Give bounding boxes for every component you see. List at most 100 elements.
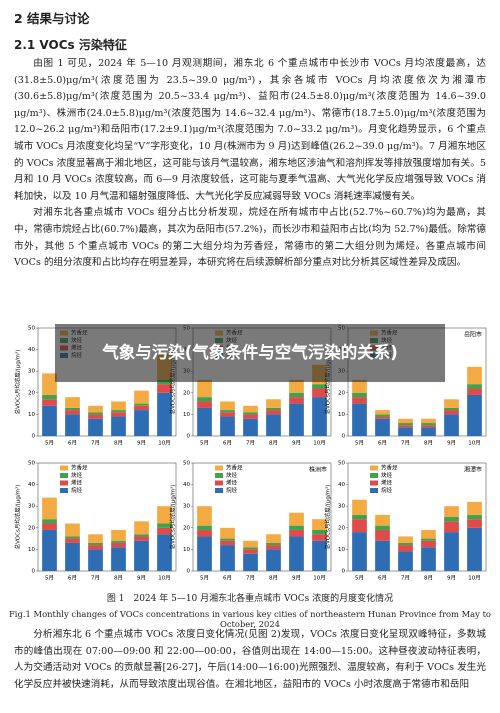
- section-heading: 2 结果与讨论: [14, 11, 90, 26]
- y-tick-label: 0: [187, 434, 191, 440]
- bar-segment: [134, 540, 149, 571]
- x-tick-label: 7月: [91, 575, 100, 582]
- y-axis-label: 总VOCs月均浓度/(μg/m³): [324, 485, 332, 550]
- legend-swatch: [215, 465, 223, 471]
- bar-segment: [266, 410, 281, 415]
- bar-segment: [65, 414, 80, 436]
- bar-segment: [352, 519, 367, 533]
- bar-segment: [352, 397, 367, 404]
- bar-segment: [88, 549, 103, 571]
- bar-segment: [243, 414, 258, 419]
- x-tick-label: 10月: [313, 440, 326, 447]
- legend-label: 烯烃: [381, 479, 393, 487]
- bar-segment: [444, 532, 459, 571]
- bar-segment: [266, 542, 281, 546]
- bar-segment: [375, 525, 390, 530]
- bar-segment: [352, 499, 367, 515]
- bar-segment: [266, 534, 281, 543]
- bar-segment: [220, 538, 235, 541]
- y-tick-label: 30: [338, 504, 345, 510]
- bar-segment: [220, 410, 235, 413]
- bar-segment: [312, 388, 327, 398]
- x-tick-label: 6月: [68, 440, 77, 447]
- y-axis-label: 总VOCs月均浓度/(μg/m³): [169, 485, 177, 550]
- y-axis-label: 总VOCs月均浓度/(μg/m³): [14, 350, 22, 415]
- bar-segment: [444, 399, 459, 408]
- bar-segment: [88, 542, 103, 546]
- y-tick-label: 20: [338, 525, 345, 531]
- y-tick-label: 40: [183, 482, 190, 488]
- bar-segment: [157, 392, 172, 436]
- x-tick-label: 7月: [246, 575, 255, 582]
- bar-segment: [421, 538, 436, 541]
- x-tick-label: 9月: [447, 440, 456, 447]
- bar-segment: [88, 545, 103, 550]
- legend-swatch: [60, 465, 68, 471]
- legend-label: 炔烃: [226, 471, 238, 479]
- y-tick-label: 10: [183, 412, 190, 418]
- x-tick-label: 5月: [45, 440, 54, 447]
- bar-segment: [111, 410, 126, 413]
- bar-segment: [312, 540, 327, 571]
- bar-segment: [243, 412, 258, 415]
- x-tick-label: 7月: [91, 440, 100, 447]
- bar-segment: [220, 401, 235, 411]
- text-block: 由图 1 可见，2024 年 5—10 月观测期间，湘东北 6 个重点城市中长沙…: [14, 56, 486, 316]
- bar-segment: [243, 549, 258, 554]
- bar-segment: [421, 547, 436, 571]
- y-tick-label: 0: [32, 434, 36, 440]
- y-tick-label: 10: [183, 547, 190, 553]
- y-tick-label: 0: [187, 569, 191, 575]
- bar-segment: [467, 384, 482, 389]
- bar-segment: [266, 399, 281, 408]
- x-tick-label: 10月: [468, 440, 481, 447]
- x-tick-label: 10月: [158, 440, 171, 447]
- legend-label: 炔烃: [71, 471, 83, 479]
- legend-label: 炔烃: [381, 471, 393, 479]
- legend-swatch: [215, 488, 223, 493]
- bar-segment: [42, 394, 57, 400]
- bar-segment: [352, 532, 367, 571]
- bar-segment: [42, 399, 57, 406]
- x-tick-label: 8月: [114, 575, 123, 582]
- x-tick-label: 7月: [246, 440, 255, 447]
- legend-label: 烯烃: [226, 479, 238, 487]
- bar-segment: [197, 525, 212, 530]
- bar-segment: [467, 514, 482, 520]
- bar-segment: [266, 407, 281, 411]
- bar-segment: [398, 423, 413, 426]
- bar-segment: [220, 412, 235, 417]
- bar-segment: [398, 425, 413, 428]
- legend-swatch: [370, 480, 378, 486]
- bar-segment: [312, 534, 327, 541]
- bar-segment: [65, 410, 80, 415]
- y-tick-label: 40: [338, 482, 345, 488]
- legend-label: 烷烃: [381, 486, 393, 494]
- bar-segment: [134, 534, 149, 537]
- legend-label: 烷烃: [226, 486, 238, 494]
- x-tick-label: 9月: [292, 575, 301, 582]
- bar-segment: [289, 529, 304, 537]
- paragraph: 分析湘东北 6 个重点城市 VOCs 浓度日变化情况(见图 2)发现，VOCs …: [14, 629, 486, 690]
- legend-label: 芳香烃: [71, 464, 88, 472]
- bar-segment: [444, 521, 459, 533]
- bar-segment: [88, 414, 103, 419]
- bar-segment: [352, 392, 367, 398]
- y-tick-label: 20: [183, 390, 190, 396]
- bar-segment: [65, 397, 80, 408]
- y-tick-label: 20: [28, 390, 35, 396]
- y-tick-label: 30: [28, 369, 35, 375]
- bar-segment: [88, 412, 103, 415]
- x-tick-label: 6月: [223, 575, 232, 582]
- bar-segment: [289, 392, 304, 398]
- bar-segment: [42, 405, 57, 436]
- x-tick-label: 6月: [223, 440, 232, 447]
- x-tick-label: 7月: [401, 440, 410, 447]
- y-tick-label: 50: [338, 461, 345, 467]
- x-tick-label: 9月: [137, 440, 146, 447]
- x-tick-label: 10月: [468, 575, 481, 582]
- y-tick-label: 10: [28, 547, 35, 553]
- x-tick-label: 10月: [313, 575, 326, 582]
- x-tick-label: 8月: [424, 575, 433, 582]
- bar-segment: [42, 529, 57, 571]
